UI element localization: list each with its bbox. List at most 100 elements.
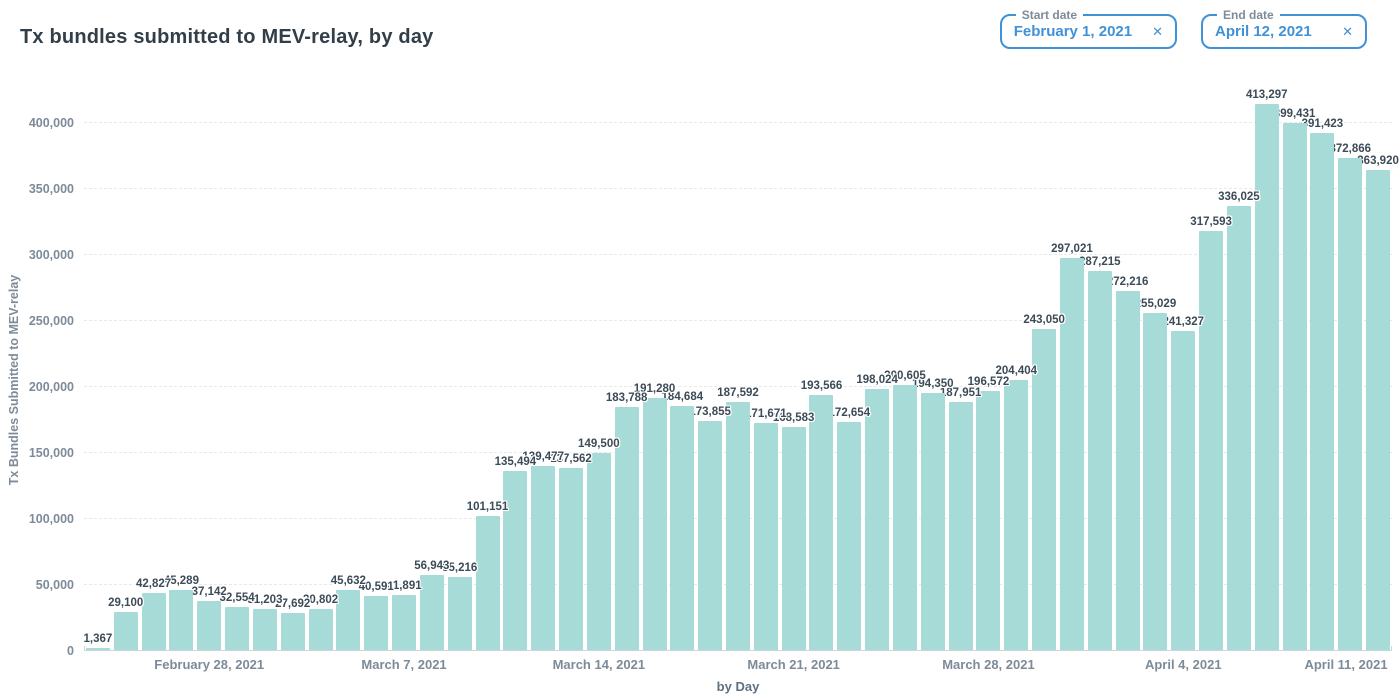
bar[interactable]: 317,593 — [1190, 85, 1232, 651]
bar[interactable]: 45,289 — [164, 85, 199, 651]
bar[interactable]: 243,050 — [1023, 85, 1065, 651]
bar[interactable]: 149,500 — [578, 85, 620, 651]
bar[interactable]: 255,029 — [1135, 85, 1176, 651]
bar-rect[interactable] — [531, 465, 556, 650]
bar-rect[interactable] — [1310, 133, 1335, 650]
bar-rect[interactable] — [726, 402, 750, 650]
bar-rect[interactable] — [642, 397, 667, 650]
bar-rect[interactable] — [892, 385, 917, 650]
bar[interactable]: 391,423 — [1302, 85, 1343, 651]
bar[interactable]: 372,866 — [1329, 85, 1371, 651]
bar-rect[interactable] — [364, 596, 389, 650]
bar-rect[interactable] — [809, 394, 834, 650]
bar[interactable]: 336,025 — [1218, 85, 1260, 651]
bar[interactable]: 137,562 — [550, 85, 592, 651]
bar[interactable]: 171,671 — [745, 85, 787, 651]
bar-rect[interactable] — [225, 607, 250, 650]
bar-rect[interactable] — [1366, 169, 1391, 650]
start-date-value[interactable]: February 1, 2021 — [1013, 23, 1133, 40]
bar[interactable]: 413,297 — [1246, 85, 1288, 651]
bar[interactable]: 287,215 — [1079, 85, 1121, 651]
bar[interactable]: 1,367 — [84, 85, 112, 651]
bar-rect[interactable] — [976, 390, 1001, 650]
bar-rect[interactable] — [1059, 257, 1084, 650]
bar[interactable]: 399,431 — [1274, 85, 1315, 651]
bar[interactable]: 173,855 — [689, 85, 731, 651]
bar-rect[interactable] — [419, 574, 444, 650]
clear-start-date-icon[interactable]: ✕ — [1152, 24, 1163, 39]
bar[interactable]: 37,142 — [192, 85, 227, 651]
bar[interactable]: 194,350 — [912, 85, 954, 651]
bar[interactable]: 297,021 — [1051, 85, 1093, 651]
bar-rect[interactable] — [1171, 331, 1196, 650]
bar[interactable]: 204,404 — [996, 85, 1037, 651]
bar[interactable]: 183,788 — [606, 85, 647, 651]
bar[interactable]: 184,684 — [662, 85, 703, 651]
bar[interactable]: 200,605 — [884, 85, 926, 651]
bar-rect[interactable] — [948, 401, 973, 650]
start-date-filter[interactable]: Start date February 1, 2021 ✕ — [999, 8, 1177, 49]
bar[interactable]: 196,572 — [968, 85, 1009, 651]
bar-rect[interactable] — [252, 608, 277, 650]
bar-rect[interactable] — [559, 468, 584, 650]
bar-rect[interactable] — [753, 423, 778, 650]
bar[interactable]: 135,494 — [495, 85, 536, 651]
bar[interactable]: 56,943 — [414, 85, 449, 651]
bar-rect[interactable] — [1338, 157, 1363, 650]
bar[interactable]: 187,951 — [940, 85, 981, 651]
bar-rect[interactable] — [1199, 230, 1224, 650]
bar-rect[interactable] — [141, 593, 166, 650]
bar-rect[interactable] — [169, 590, 194, 650]
bar[interactable]: 30,802 — [303, 85, 338, 651]
bar-rect[interactable] — [698, 420, 723, 650]
bar[interactable]: 55,216 — [442, 85, 477, 651]
bar-rect[interactable] — [1143, 313, 1168, 650]
bar[interactable]: 42,827 — [136, 85, 171, 651]
bar[interactable]: 139,477 — [522, 85, 564, 651]
bar-rect[interactable] — [197, 600, 222, 650]
bar-rect[interactable] — [1282, 122, 1307, 650]
bar[interactable]: 32,554 — [219, 85, 255, 651]
bar-rect[interactable] — [1032, 329, 1057, 650]
bar[interactable]: 168,583 — [773, 85, 814, 651]
bar-rect[interactable] — [781, 427, 806, 650]
bar-rect[interactable] — [503, 471, 528, 650]
bar[interactable]: 193,566 — [801, 85, 842, 651]
end-date-filter[interactable]: End date April 12, 2021 ✕ — [1201, 8, 1367, 49]
bar[interactable]: 27,692 — [275, 85, 310, 651]
bar[interactable]: 101,151 — [467, 85, 508, 651]
bar-rect[interactable] — [1004, 380, 1029, 650]
bar[interactable]: 29,100 — [108, 85, 143, 651]
bar-rect[interactable] — [670, 406, 695, 650]
bar[interactable]: 272,216 — [1107, 85, 1148, 651]
bar-rect[interactable] — [837, 422, 862, 650]
bar-rect[interactable] — [920, 393, 945, 650]
bar-rect[interactable] — [586, 452, 611, 650]
bar-rect[interactable] — [113, 611, 138, 650]
bar[interactable]: 40,591 — [359, 85, 394, 651]
bar[interactable]: 191,280 — [634, 85, 675, 651]
bar-rect[interactable] — [865, 388, 890, 650]
bar[interactable]: 45,632 — [331, 85, 366, 651]
bar-rect[interactable] — [85, 648, 110, 650]
bar[interactable]: 198,024 — [856, 85, 898, 651]
bar[interactable]: 363,920 — [1357, 85, 1399, 651]
bar-rect[interactable] — [1115, 290, 1140, 650]
bar-rect[interactable] — [1087, 270, 1112, 650]
bar[interactable]: 41,891 — [386, 85, 422, 651]
bar[interactable]: 187,592 — [717, 85, 759, 651]
clear-end-date-icon[interactable]: ✕ — [1342, 24, 1353, 39]
end-date-value[interactable]: April 12, 2021 — [1215, 23, 1312, 40]
bar[interactable]: 241,327 — [1162, 85, 1204, 651]
bar[interactable]: 31,203 — [247, 85, 282, 651]
bar-rect[interactable] — [336, 589, 361, 650]
bar-rect[interactable] — [308, 609, 333, 650]
bar-rect[interactable] — [1226, 206, 1251, 650]
bar-rect[interactable] — [280, 613, 305, 650]
bar-rect[interactable] — [614, 407, 639, 650]
bar-rect[interactable] — [475, 516, 500, 650]
bar-rect[interactable] — [447, 577, 472, 650]
bar-rect[interactable] — [1254, 104, 1279, 650]
bar[interactable]: 172,654 — [829, 85, 870, 651]
bar-rect[interactable] — [392, 594, 417, 650]
